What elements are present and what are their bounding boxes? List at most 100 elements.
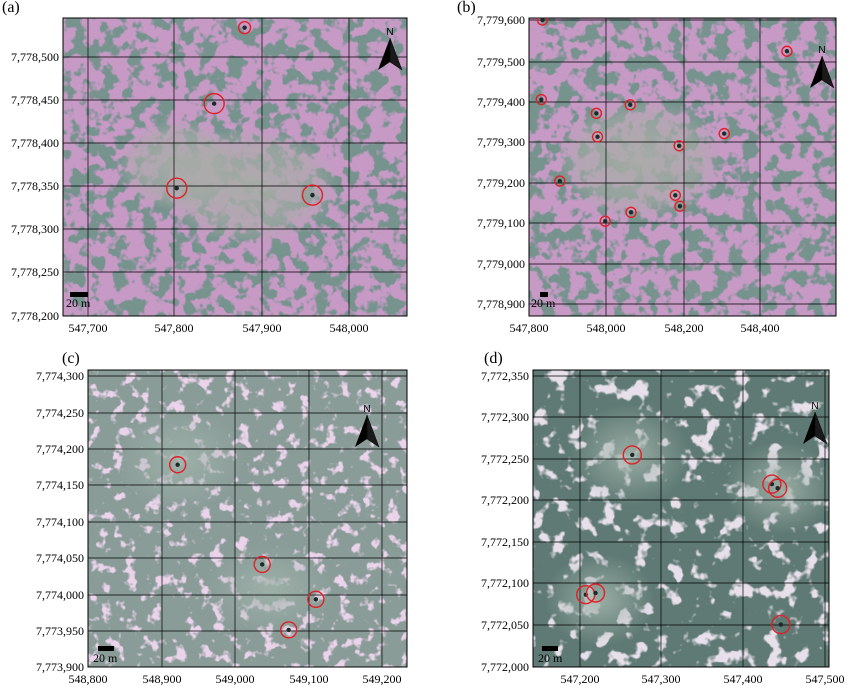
y-tick-label: 7,774,250 xyxy=(36,406,84,420)
tree-point xyxy=(778,622,784,627)
x-tick-label: 547,800 xyxy=(155,321,194,335)
y-tick-label: 7,778,300 xyxy=(11,222,59,236)
detection-circle xyxy=(771,614,791,635)
detection-circle xyxy=(673,140,685,152)
y-tick-label: 7,772,200 xyxy=(481,493,529,507)
detection-circle xyxy=(625,206,637,219)
y-tick-label: 7,772,050 xyxy=(481,618,529,632)
satellite-image-d xyxy=(533,370,829,667)
detection-circle xyxy=(622,445,642,465)
detection-circle xyxy=(585,583,606,603)
tree-point xyxy=(630,452,635,458)
scale-bar xyxy=(540,292,548,297)
detection-circle xyxy=(591,131,604,143)
y-tick-label: 7,779,400 xyxy=(477,95,525,109)
detection-circle xyxy=(718,127,730,140)
detection-circle xyxy=(781,45,793,57)
detection-circle xyxy=(253,555,271,574)
north-arrow-icon: N xyxy=(378,27,403,71)
y-tick-label: 7,778,400 xyxy=(11,136,59,150)
x-tick-label: 548,900 xyxy=(143,672,182,686)
tree-point xyxy=(310,192,315,198)
scale-bar xyxy=(98,646,114,651)
satellite-image-c xyxy=(88,370,407,667)
x-tick-label: 548,800 xyxy=(69,672,108,686)
map-panel-a: 7,778,500 7,778,450 7,778,400 7,778,350 7,77… xyxy=(11,17,408,335)
scale-bar xyxy=(70,292,88,297)
x-tick-label: 549,200 xyxy=(363,672,402,686)
scale-bar-label: 20 m xyxy=(66,296,91,310)
y-tick-label: 7,773,900 xyxy=(36,660,84,674)
scale-bar-label: 20 m xyxy=(93,651,118,665)
x-tick-label: 547,300 xyxy=(642,672,681,686)
north-label: N xyxy=(811,401,818,412)
x-tick-label: 548,000 xyxy=(587,321,626,335)
tree-point xyxy=(211,101,217,106)
y-tick-label: 7,779,200 xyxy=(477,176,525,190)
detection-circle xyxy=(767,478,788,498)
x-tick-label: 547,400 xyxy=(724,672,763,686)
y-tick-label: 7,778,500 xyxy=(11,50,59,64)
map-frame xyxy=(532,369,830,668)
tree-point xyxy=(242,25,247,30)
y-tick-label: 7,774,300 xyxy=(36,369,84,383)
y-tick-label: 7,772,350 xyxy=(481,369,529,383)
detection-circle xyxy=(307,590,325,609)
y-tick-label: 7,778,200 xyxy=(11,309,59,323)
tree-point xyxy=(628,102,633,107)
detection-circle xyxy=(237,20,252,35)
tree-point xyxy=(593,590,598,596)
y-tick-label: 7,778,350 xyxy=(11,179,59,193)
tree-point xyxy=(175,462,180,467)
y-tick-label: 7,773,950 xyxy=(36,624,84,638)
y-tick-label: 7,772,250 xyxy=(481,452,529,466)
tree-point xyxy=(603,219,608,224)
y-tick-label: 7,778,450 xyxy=(11,93,59,107)
x-tick-label: 547,800 xyxy=(510,321,549,335)
tree-point xyxy=(540,18,545,23)
detection-circle xyxy=(590,107,603,120)
x-tick-label: 548,000 xyxy=(330,321,369,335)
tree-point xyxy=(784,49,790,54)
map-panel-d: 7,772,350 7,772,300 7,772,250 7,772,200 7,77… xyxy=(481,369,845,686)
detection-circle xyxy=(536,18,549,26)
tree-point xyxy=(259,562,265,567)
y-tick-label: 7,778,250 xyxy=(11,265,59,279)
tree-point xyxy=(174,186,179,191)
y-tick-label: 7,779,600 xyxy=(477,13,525,27)
tree-point xyxy=(286,627,291,633)
panel-label-d: (d) xyxy=(484,350,503,367)
panel-label-b: (b) xyxy=(457,0,476,16)
detection-circle xyxy=(669,189,681,201)
satellite-image-b xyxy=(529,18,836,316)
scale-bar xyxy=(542,646,558,651)
detection-circle xyxy=(535,93,548,106)
tree-point xyxy=(595,134,600,140)
detection-circle xyxy=(599,215,611,227)
detection-circle xyxy=(674,200,686,212)
tree-point xyxy=(594,111,599,116)
y-tick-label: 7,779,100 xyxy=(477,216,525,230)
x-tick-label: 547,700 xyxy=(69,321,108,335)
x-tick-label: 548,200 xyxy=(665,321,704,335)
y-tick-label: 7,779,000 xyxy=(477,257,525,271)
panel-label-a: (a) xyxy=(2,0,20,16)
detection-circle xyxy=(168,456,187,474)
x-tick-label: 549,000 xyxy=(216,672,255,686)
y-tick-label: 7,779,300 xyxy=(477,135,525,149)
detection-circle xyxy=(762,474,782,494)
tree-point xyxy=(673,193,678,198)
x-tick-label: 547,500 xyxy=(806,672,845,686)
y-tick-label: 7,772,100 xyxy=(481,576,529,590)
map-frame xyxy=(528,17,837,317)
tree-point xyxy=(721,131,727,136)
north-arrow-icon: N xyxy=(355,404,380,448)
tree-point xyxy=(775,486,780,491)
y-tick-label: 7,774,200 xyxy=(36,442,84,456)
y-tick-label: 7,779,500 xyxy=(477,55,525,69)
tree-point xyxy=(539,97,544,102)
y-tick-label: 7,772,000 xyxy=(481,660,529,674)
scale-bar-label: 20 m xyxy=(531,296,556,310)
north-label: N xyxy=(818,45,825,56)
